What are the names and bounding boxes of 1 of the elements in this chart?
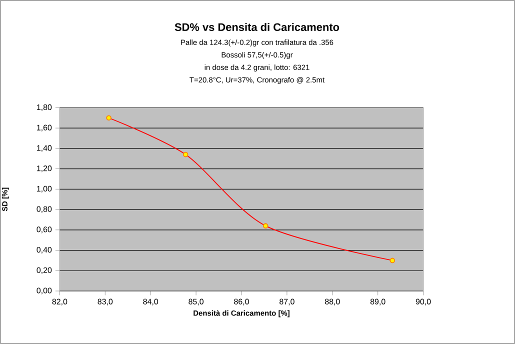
chart-title: SD% vs Densita di Caricamento [174, 22, 340, 32]
